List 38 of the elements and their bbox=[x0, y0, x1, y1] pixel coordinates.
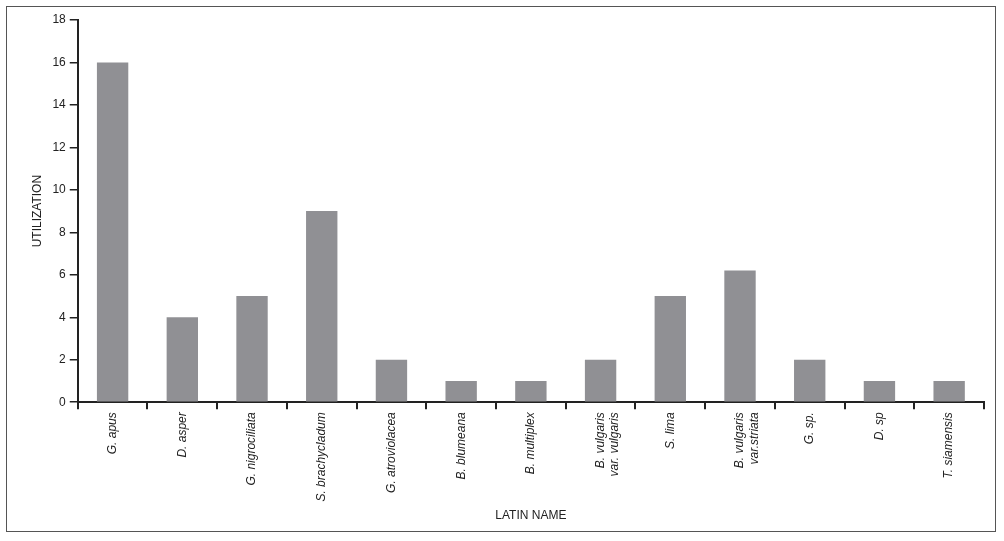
y-tick-label: 14 bbox=[52, 97, 67, 112]
bar bbox=[515, 380, 547, 402]
bar bbox=[794, 359, 826, 402]
bar bbox=[654, 296, 686, 402]
bar bbox=[166, 317, 198, 402]
y-tick-label: 18 bbox=[52, 12, 67, 27]
x-tick-label: S. lima bbox=[662, 411, 677, 449]
x-tick-label: G. nigrociliata bbox=[244, 411, 259, 486]
x-tick-label: S. brachycladum bbox=[314, 412, 329, 502]
y-tick-label: 4 bbox=[59, 309, 67, 324]
x-tick-label: G. sp. bbox=[802, 412, 817, 445]
bar bbox=[933, 380, 965, 402]
bar bbox=[236, 296, 268, 402]
x-tick-label: B. vulgaris var. vulgaris bbox=[592, 412, 622, 477]
x-tick-label: B. vulgaris var.striata bbox=[732, 411, 761, 469]
y-tick-label: 8 bbox=[59, 224, 67, 239]
x-tick-label: T. siamensis bbox=[941, 412, 956, 479]
y-tick-label: 6 bbox=[59, 267, 67, 282]
bar bbox=[375, 359, 408, 402]
x-tick-label: D. asper bbox=[174, 411, 189, 458]
x-tick-label: D. sp bbox=[871, 411, 886, 441]
x-tick-label: B. multiplex bbox=[523, 411, 538, 475]
x-tick-label: B. blumeana bbox=[453, 411, 468, 480]
y-tick-label: 2 bbox=[59, 352, 67, 367]
bar bbox=[724, 270, 756, 402]
x-tick-label: G. atroviolacea bbox=[383, 411, 398, 493]
y-tick-label: 10 bbox=[52, 182, 67, 197]
y-tick-label: 12 bbox=[52, 139, 67, 154]
bar bbox=[863, 380, 896, 402]
bar bbox=[96, 62, 129, 402]
y-tick-label: 16 bbox=[52, 54, 67, 69]
bar bbox=[306, 211, 338, 402]
x-axis-title: LATIN NAME bbox=[495, 508, 567, 523]
bar bbox=[584, 359, 617, 402]
bar bbox=[445, 380, 477, 402]
y-tick-label: 0 bbox=[59, 394, 67, 409]
x-tick-label: G. apus bbox=[104, 412, 119, 455]
y-axis-title: UTILIZATION bbox=[29, 174, 44, 248]
